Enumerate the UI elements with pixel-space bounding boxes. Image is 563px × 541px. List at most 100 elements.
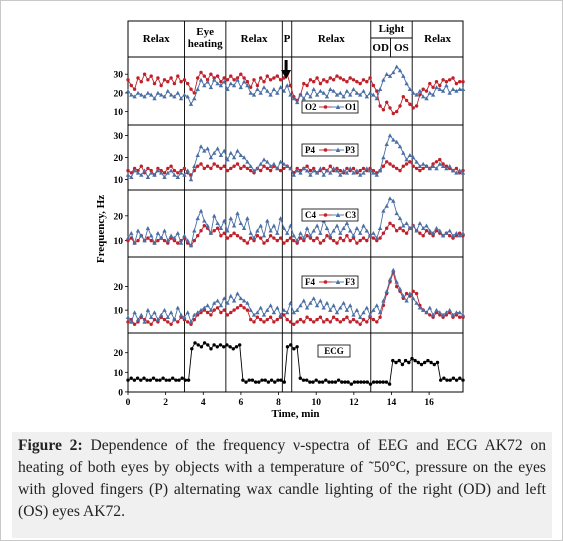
data-point-c4 — [338, 236, 342, 240]
data-point-c4 — [259, 236, 263, 240]
data-point-p3 — [222, 148, 227, 153]
data-point-p4 — [351, 166, 356, 171]
data-point-c4 — [421, 234, 425, 238]
data-point-o2 — [358, 81, 362, 86]
data-point-f3 — [301, 298, 306, 303]
data-point-p3 — [275, 166, 280, 171]
data-point-p3 — [245, 159, 250, 164]
data-point-c3 — [311, 228, 316, 233]
data-point-ecg — [416, 360, 420, 365]
data-point-c3 — [135, 228, 141, 233]
data-point-o2 — [232, 78, 236, 82]
data-point-p3 — [414, 159, 419, 164]
data-point-p3 — [178, 170, 184, 175]
data-point-o1 — [387, 73, 393, 78]
data-point-p4 — [219, 166, 223, 171]
data-point-p3 — [241, 155, 247, 160]
data-point-f3 — [188, 319, 194, 324]
data-point-f4 — [192, 317, 196, 322]
data-point-p4 — [199, 162, 203, 166]
data-point-o1 — [192, 96, 197, 101]
data-point-f3 — [328, 307, 333, 312]
data-point-f4 — [209, 313, 213, 317]
data-point-o2 — [424, 89, 429, 93]
data-point-f4 — [414, 291, 419, 296]
data-point-ecg — [266, 380, 271, 384]
data-point-p3 — [344, 170, 350, 175]
data-point-c3 — [364, 228, 369, 233]
data-point-p3 — [314, 170, 320, 175]
legend-label: P4 — [305, 145, 315, 155]
data-point-p3 — [397, 144, 403, 149]
data-point-ecg — [448, 378, 452, 382]
data-point-o1 — [440, 88, 446, 93]
data-point-ecg — [362, 380, 366, 384]
data-point-p4 — [259, 168, 263, 173]
data-point-o2 — [282, 76, 286, 80]
data-point-o1 — [185, 94, 190, 99]
data-point-f3 — [407, 291, 413, 296]
data-point-f4 — [149, 322, 153, 326]
data-point-c3 — [225, 228, 230, 233]
data-point-f3 — [457, 310, 462, 315]
x-tick-label: 2 — [163, 398, 168, 408]
data-point-p3 — [168, 168, 174, 173]
data-point-c3 — [159, 235, 164, 240]
data-point-o1 — [218, 83, 224, 88]
data-point-c3 — [202, 218, 207, 223]
data-point-p3 — [215, 146, 220, 151]
data-point-c3 — [324, 226, 330, 230]
data-point-f3 — [228, 293, 233, 298]
data-point-c3 — [129, 231, 134, 235]
data-point-ecg — [129, 376, 133, 380]
data-point-c4 — [212, 229, 216, 233]
data-point-o1 — [437, 87, 442, 91]
data-point-p4 — [126, 168, 130, 173]
data-point-p3 — [205, 146, 210, 151]
data-point-p4 — [182, 166, 187, 171]
data-point-c3 — [304, 226, 310, 230]
data-point-o1 — [172, 94, 177, 99]
data-point-c4 — [249, 236, 253, 240]
legend-swatch-marker — [323, 148, 328, 152]
data-point-c3 — [145, 226, 151, 230]
data-point-c4 — [136, 238, 140, 243]
data-point-o2 — [378, 104, 382, 108]
data-point-o2 — [348, 76, 352, 80]
data-point-f3 — [401, 293, 406, 298]
data-point-p3 — [447, 164, 452, 168]
data-point-o1 — [261, 85, 267, 90]
data-point-ecg — [174, 378, 178, 382]
phase-label: Eye — [196, 26, 214, 38]
data-point-c4 — [318, 241, 323, 245]
data-point-c3 — [381, 208, 386, 213]
data-point-f3 — [354, 307, 360, 312]
data-point-f3 — [377, 310, 383, 315]
data-point-f4 — [146, 320, 150, 324]
data-point-p3 — [185, 168, 190, 173]
data-point-ecg — [327, 380, 331, 384]
data-point-o1 — [354, 90, 360, 95]
data-point-p4 — [358, 168, 362, 173]
data-point-p4 — [196, 164, 200, 168]
data-point-o1 — [255, 87, 260, 91]
data-point-o1 — [145, 90, 151, 95]
data-point-ecg — [206, 343, 210, 347]
data-point-p4 — [265, 166, 269, 171]
data-point-c3 — [231, 223, 237, 228]
data-point-p3 — [381, 155, 386, 160]
data-point-f4 — [335, 317, 339, 322]
data-point-c4 — [146, 236, 150, 240]
data-point-ecg — [161, 376, 165, 380]
data-point-o1 — [427, 90, 432, 95]
data-point-f4 — [275, 317, 279, 322]
data-point-c3 — [411, 223, 416, 228]
data-point-ecg — [167, 378, 172, 382]
data-point-p3 — [265, 159, 270, 164]
data-point-c3 — [454, 231, 459, 235]
data-point-p3 — [430, 164, 436, 168]
data-point-o1 — [311, 87, 316, 91]
data-point-o1 — [132, 94, 137, 99]
data-point-c4 — [196, 234, 200, 238]
data-point-c3 — [377, 226, 383, 230]
